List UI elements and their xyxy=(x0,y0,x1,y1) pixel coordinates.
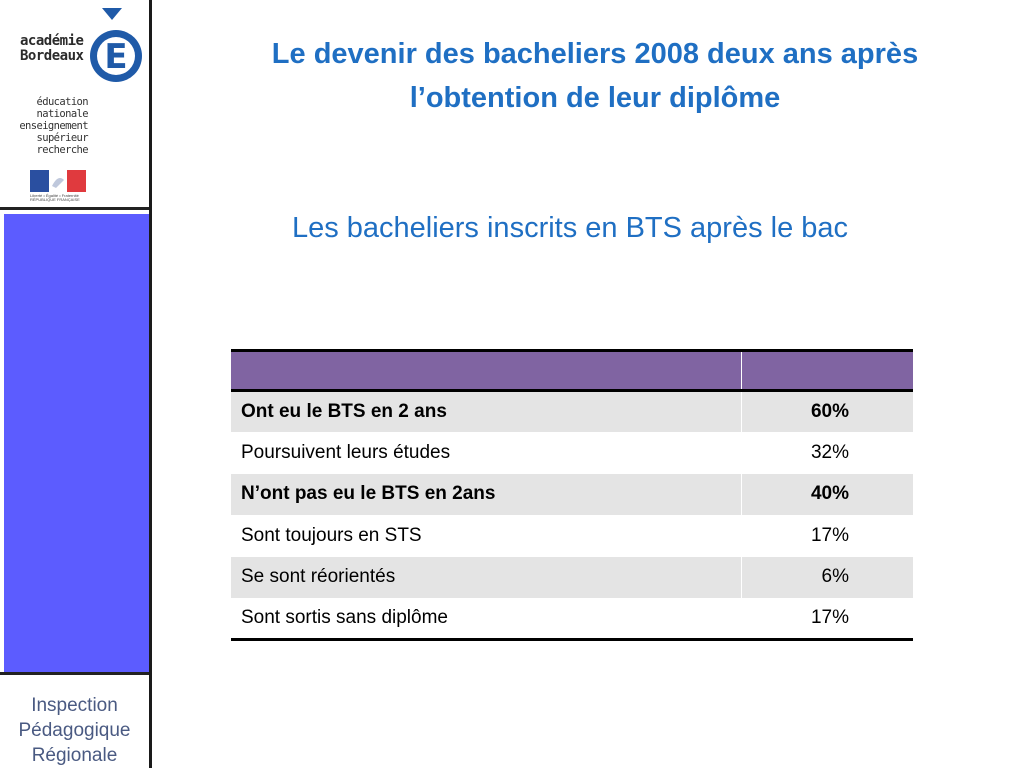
page-title: Le devenir des bacheliers 2008 deux ans … xyxy=(170,32,1020,120)
regionale-line: Régionale xyxy=(31,745,118,766)
row-label: Se sont réorientés xyxy=(241,566,396,588)
row-label: Poursuivent leurs études xyxy=(241,441,451,463)
academy-logo: académie Bordeaux E éducation nationale … xyxy=(0,0,149,210)
row-value: 17% xyxy=(741,515,913,557)
table-row: N’ont pas eu le BTS en 2ans 40% xyxy=(231,473,913,515)
logo-line-academie: académie xyxy=(20,33,84,49)
logo-sub-line: éducation xyxy=(36,96,89,108)
row-value: 60% xyxy=(741,390,913,432)
table-row: Poursuivent leurs études 32% xyxy=(231,432,913,474)
title-line-1: Le devenir des bacheliers 2008 deux ans … xyxy=(271,38,919,70)
table-row: Ont eu le BTS en 2 ans 60% xyxy=(231,390,913,432)
row-value: 40% xyxy=(741,473,913,515)
row-label: Sont toujours en STS xyxy=(241,524,422,546)
table-header-row xyxy=(231,349,913,392)
row-label: N’ont pas eu le BTS en 2ans xyxy=(241,483,496,505)
sidebar-blue-panel xyxy=(4,214,149,672)
inspection-label: Inspection Pédagogique Régionale xyxy=(0,672,149,768)
table-row: Sont toujours en STS 17% xyxy=(231,515,913,557)
row-label: Ont eu le BTS en 2 ans xyxy=(241,401,447,422)
table-header-cell xyxy=(231,349,742,392)
title-line-2: l’obtention de leur diplôme xyxy=(409,82,781,114)
table-body: Ont eu le BTS en 2 ans 60% Poursuivent l… xyxy=(231,390,913,641)
logo-sub-line: supérieur xyxy=(36,132,89,144)
logo-ministry-text: éducation nationale enseignement supérie… xyxy=(8,96,88,156)
row-value: 32% xyxy=(741,432,913,474)
logo-motto: Liberté • Égalité • Fraternité RÉPUBLIQU… xyxy=(30,193,80,202)
row-value: 17% xyxy=(741,598,913,641)
table-row: Sont sortis sans diplôme 17% xyxy=(231,598,913,641)
section-subtitle: Les bacheliers inscrits en BTS après le … xyxy=(291,212,849,244)
logo-sub-line: nationale xyxy=(36,108,89,120)
table-header-cell xyxy=(741,349,913,392)
svg-text:E: E xyxy=(104,37,127,77)
logo-sub-line: enseignement xyxy=(19,120,88,132)
sidebar: académie Bordeaux E éducation nationale … xyxy=(0,0,152,768)
row-value: 6% xyxy=(741,556,913,598)
bts-outcomes-table: Ont eu le BTS en 2 ans 60% Poursuivent l… xyxy=(231,349,913,641)
inspection-line: Inspection xyxy=(31,695,118,716)
pedagogique-line: Pédagogique xyxy=(18,720,131,741)
logo-sub-line: recherche xyxy=(36,144,89,156)
logo-e-icon: E xyxy=(90,8,142,82)
french-flag-icon xyxy=(30,170,86,192)
logo-wordmark: académie Bordeaux xyxy=(20,33,84,64)
row-label: Sont sortis sans diplôme xyxy=(231,598,742,641)
logo-line-bordeaux: Bordeaux xyxy=(20,48,84,64)
table-row: Se sont réorientés 6% xyxy=(231,556,913,598)
